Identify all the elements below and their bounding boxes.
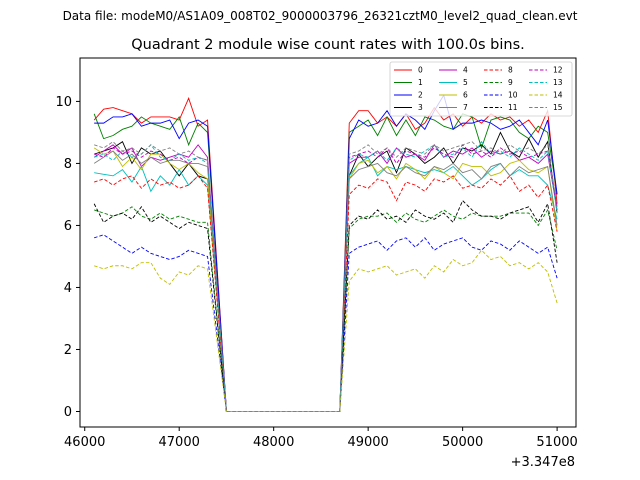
legend-label-3: 3: [418, 103, 423, 112]
legend-label-9: 9: [508, 78, 513, 87]
chart-title: Quadrant 2 module wise count rates with …: [131, 37, 525, 53]
series-line-4: [93, 144, 558, 412]
legend-label-1: 1: [418, 78, 423, 87]
x-tick-label: 51000: [536, 435, 577, 450]
series-line-2: [94, 94, 558, 412]
legend-label-6: 6: [463, 91, 468, 100]
series-line-5: [94, 156, 558, 412]
x-tick-label: 49000: [347, 435, 388, 450]
legend-label-8: 8: [508, 66, 513, 75]
legend-label-14: 14: [553, 91, 563, 100]
series-line-12: [94, 144, 558, 412]
y-axis: 0 2 4 6 8 10: [55, 95, 80, 420]
legend-label-13: 13: [553, 78, 563, 87]
legend-label-15: 15: [553, 103, 563, 112]
series-line-7: [93, 150, 558, 412]
x-tick-label: 50000: [442, 435, 483, 450]
series-line-14: [94, 249, 558, 412]
legend-label-10: 10: [508, 91, 518, 100]
series-line-9: [94, 206, 558, 412]
legend-label-7: 7: [463, 103, 468, 112]
y-tick-label: 2: [64, 343, 72, 358]
legend-label-12: 12: [553, 66, 563, 75]
legend-label-2: 2: [418, 91, 423, 100]
y-tick-label: 10: [55, 95, 72, 110]
legend-label-0: 0: [418, 66, 423, 75]
y-tick-label: 4: [64, 281, 72, 296]
legend-label-4: 4: [463, 66, 468, 75]
y-tick-label: 0: [64, 405, 72, 420]
series-line-1: [93, 113, 558, 412]
y-tick-label: 6: [64, 219, 72, 234]
x-axis: 46000 47000 48000 49000 50000 51000: [64, 427, 578, 450]
x-offset-label: +3.347e8: [511, 455, 575, 470]
legend-label-11: 11: [508, 103, 518, 112]
legend-label-5: 5: [463, 78, 468, 87]
series-line-11: [93, 199, 558, 412]
y-tick-label: 8: [64, 157, 72, 172]
x-tick-label: 46000: [64, 435, 105, 450]
series-line-0: [93, 97, 558, 412]
series-line-8: [94, 175, 558, 412]
series-line-6: [93, 147, 558, 412]
x-tick-label: 47000: [159, 435, 200, 450]
series-line-3: [94, 131, 558, 412]
data-file-suptitle: Data file: modeM0/AS1A09_008T02_90000037…: [63, 9, 578, 23]
x-tick-label: 48000: [253, 435, 294, 450]
legend-box: [389, 61, 573, 117]
series-line-13: [94, 140, 558, 412]
axes-frame: [79, 57, 577, 428]
plot-area: [93, 94, 558, 412]
series-line-10: [94, 234, 558, 412]
